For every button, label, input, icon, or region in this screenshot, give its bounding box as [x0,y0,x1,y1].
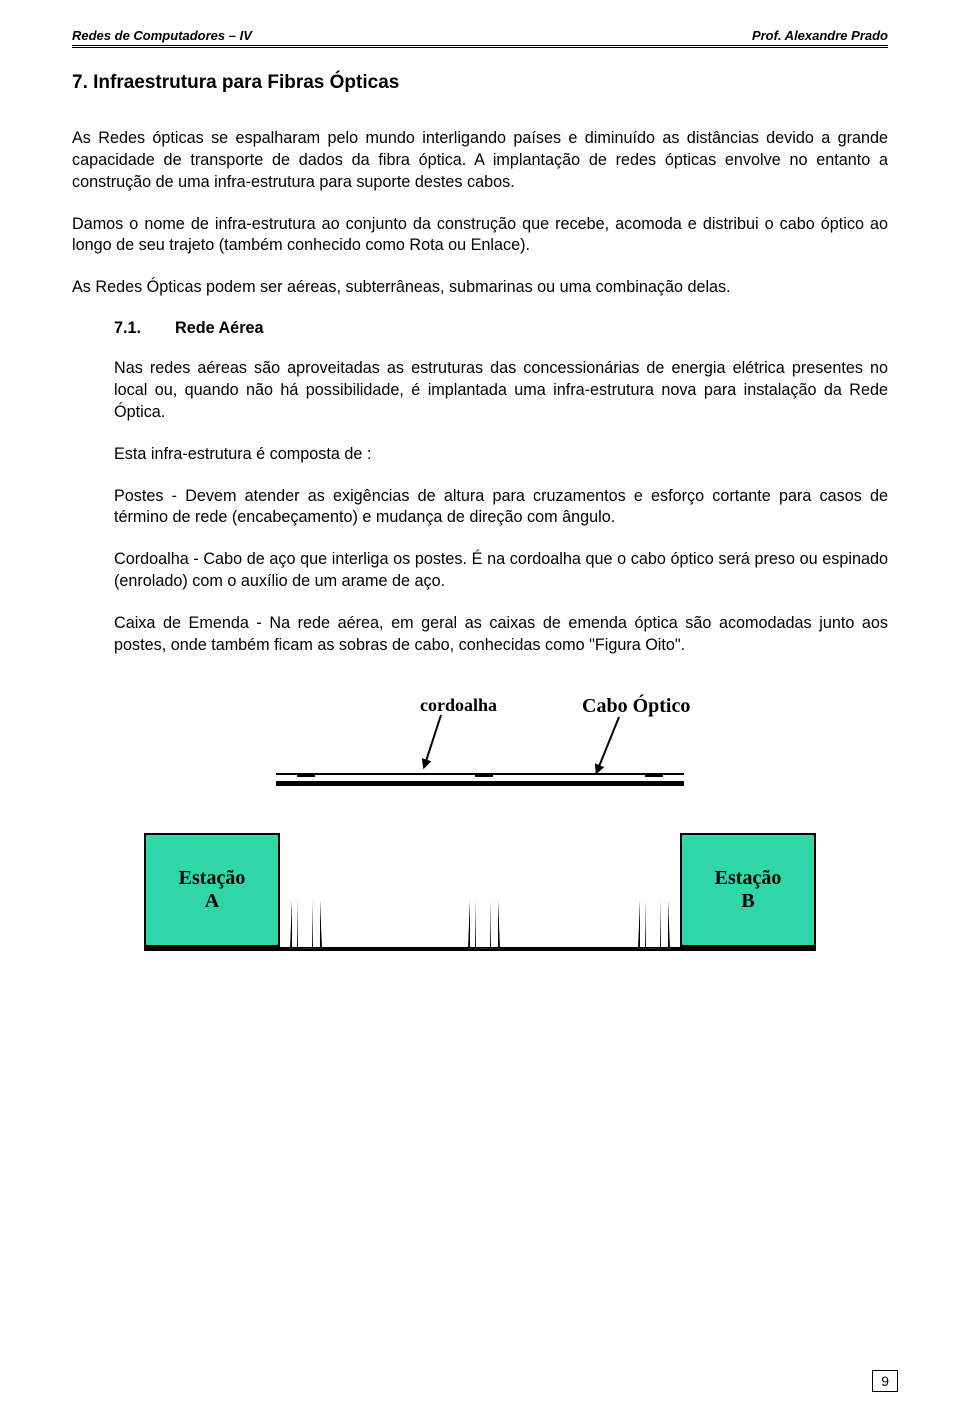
cordoalha-line [276,773,684,775]
body-paragraph: Cordoalha - Cabo de aço que interliga os… [114,549,888,593]
body-paragraph: Postes - Devem atender as exigências de … [114,486,888,530]
cordoalha-label: cordoalha [420,695,497,716]
body-paragraph: As Redes ópticas se espalharam pelo mund… [72,128,888,194]
body-paragraph: Nas redes aéreas são aproveitadas as est… [114,358,888,424]
page-header: Redes de Computadores – IV Prof. Alexand… [72,28,888,43]
station-b-box: Estação B [680,833,816,947]
header-rule [72,45,888,48]
body-paragraph: Caixa de Emenda - Na rede aérea, em gera… [114,613,888,657]
subsection-heading: 7.1. Rede Aérea [114,319,888,338]
station-b-letter: B [741,890,754,913]
cabo-optico-label: Cabo Óptico [582,695,690,718]
station-label: Estação [179,867,246,890]
cabo-optico-line [276,781,684,786]
station-a-box: Estação A [144,833,280,947]
body-paragraph: As Redes Ópticas podem ser aéreas, subte… [72,277,888,299]
subsection-body: Nas redes aéreas são aproveitadas as est… [72,358,888,657]
header-right: Prof. Alexandre Prado [752,28,888,43]
arrow-icon [423,714,442,767]
header-left: Redes de Computadores – IV [72,28,252,43]
station-label: Estação [715,867,782,890]
station-a-letter: A [205,890,219,913]
page-number: 9 [872,1370,898,1392]
body-paragraph: Esta infra-estrutura é composta de : [114,444,888,466]
subsection-title: Rede Aérea [175,319,263,338]
subsection-number: 7.1. [114,319,141,338]
aerial-network-diagram: Estação A Estação B cordoalha Cabo Óptic… [140,681,820,961]
arrow-icon [596,716,620,772]
section-title: 7. Infraestrutura para Fibras Ópticas [72,72,888,94]
body-paragraph: Damos o nome de infra-estrutura ao conju… [72,214,888,258]
